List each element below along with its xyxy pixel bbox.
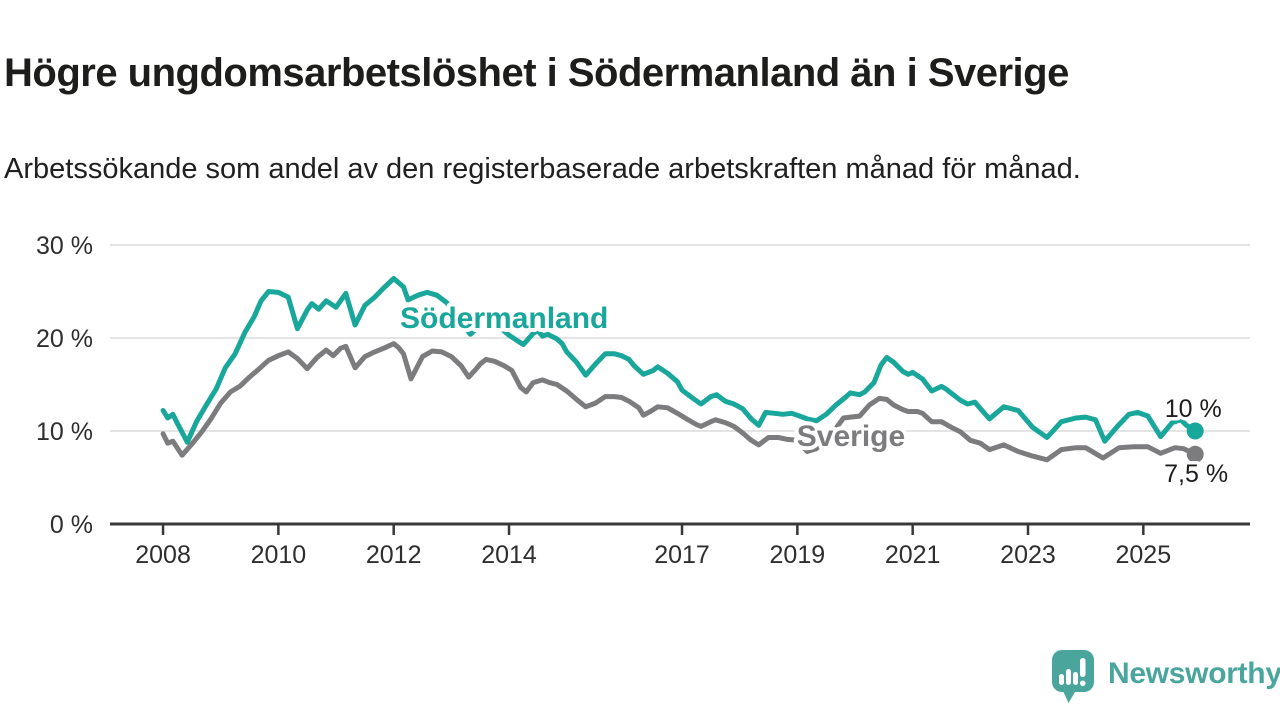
x-axis-tick-label: 2025 xyxy=(1116,541,1172,569)
series-label-södermanland: Södermanland xyxy=(400,302,608,335)
y-axis-tick-label: 10 % xyxy=(36,418,93,446)
x-axis-tick-label: 2012 xyxy=(366,541,422,569)
newsworthy-logo: Newsworthy xyxy=(1050,648,1280,708)
series-line-sverige xyxy=(160,341,1198,463)
x-axis-tick-label: 2008 xyxy=(135,541,191,569)
page-subtitle: Arbetssökande som andel av den registerb… xyxy=(4,153,1081,185)
series-label-sverige: Sverige xyxy=(797,420,905,453)
y-axis-tick-label: 20 % xyxy=(36,325,93,353)
x-axis-tick-label: 2021 xyxy=(885,541,941,569)
y-axis-tick-label: 30 % xyxy=(36,232,93,260)
series-line-södermanland xyxy=(160,276,1198,445)
series-end-dot-södermanland xyxy=(1186,422,1204,440)
x-axis-tick-label: 2010 xyxy=(251,541,307,569)
x-axis-tick-label: 2019 xyxy=(770,541,826,569)
x-axis-tick-label: 2017 xyxy=(654,541,710,569)
bar-chart-speech-bubble-icon xyxy=(1052,650,1094,703)
series-end-dot-sverige xyxy=(1186,445,1204,463)
page-title: Högre ungdomsarbetslöshet i Södermanland… xyxy=(4,50,1069,95)
newsworthy-logo-text: Newsworthy xyxy=(1108,657,1280,690)
y-axis-tick-label: 0 % xyxy=(50,511,93,539)
x-axis-tick-label: 2023 xyxy=(1000,541,1056,569)
end-value-label: 10 % xyxy=(1165,395,1222,423)
x-axis-tick-label: 2014 xyxy=(481,541,537,569)
end-value-label: 7,5 % xyxy=(1164,460,1228,488)
